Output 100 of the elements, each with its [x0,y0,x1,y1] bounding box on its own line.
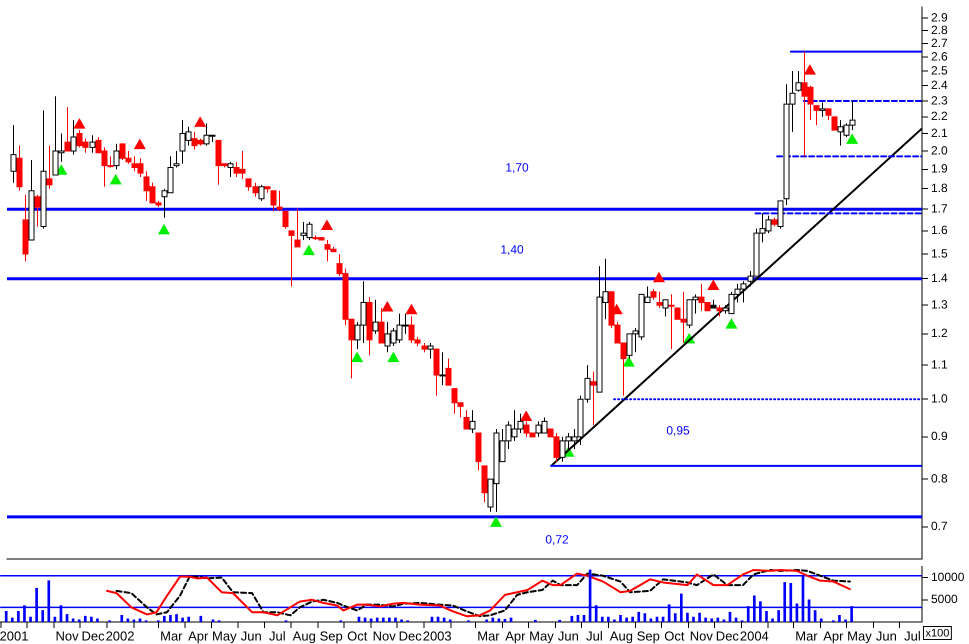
bar [814,610,816,622]
bar [510,618,512,622]
annotation: 1,40 [500,242,524,256]
y-tick-label: 1.3 [931,298,948,312]
y-tick-label: 2.2 [931,109,948,124]
bar [734,618,738,622]
x-tick-label: May [847,628,872,644]
point [520,411,532,422]
x-tick-label: Dec [716,628,740,644]
x-tick-label: 2003 [422,628,452,644]
annotation: 0,95 [666,423,690,438]
bar [844,619,847,622]
bar [728,612,732,622]
x-tick-label: Jun [558,628,579,644]
point [110,174,122,184]
y-tick-label: 2.0 [931,143,948,158]
bar [72,618,74,622]
bar [66,614,68,622]
point [134,139,146,150]
x-tick-label: Mar [795,628,818,644]
bar [200,616,202,622]
bar [504,619,506,622]
y-tick-label: 2.5 [931,63,948,78]
x-tick-label: Jun [240,628,262,644]
y-tick-label: 10000 [931,570,965,584]
bar [430,616,434,622]
bar [777,610,780,622]
x-tick-label: Jul [904,628,921,644]
x-tick-label: Sep [320,628,343,644]
bar [382,618,385,622]
bar [698,612,701,622]
y-tick-label: 2.3 [931,93,948,108]
y-tick-label: 1.0 [931,392,948,406]
y-tick-label: 1.7 [931,202,948,216]
x-tick-label: Jul [268,628,286,644]
bar [491,618,494,622]
bar [78,619,81,622]
y-tick-label: 1.6 [931,223,948,238]
x-tick-label: Apr [505,628,526,644]
bar [163,616,166,622]
bar [388,618,391,622]
y-tick-label: 5000 [931,592,958,606]
bar [394,618,397,622]
bar [838,615,841,622]
y-tick-label: 1.2 [931,326,948,340]
bar [722,619,726,622]
x-tick-label: Mar [477,628,500,644]
bar [485,619,488,622]
bar [436,616,440,622]
point [303,245,315,256]
bar [716,618,720,622]
bar [765,611,768,622]
x-tick-label: 2002 [106,628,134,644]
y-tick-label: 0.7 [931,519,948,534]
point [708,280,719,290]
point [351,352,363,362]
x-tick-label: Nov [55,628,80,644]
point [406,304,418,314]
bar [650,618,652,622]
bar [582,615,586,622]
bar [96,618,99,622]
point [158,224,170,234]
bar [576,615,580,622]
bar [212,619,214,622]
y-tick-label: 1.8 [931,181,948,196]
y-tick-label: 0.9 [931,429,948,444]
bar [126,618,130,622]
bar [358,616,360,622]
y-tick-label: 2.6 [931,49,948,64]
y-tick-label: 2.9 [931,10,948,24]
x-tick-label: Jun [876,628,897,644]
x-tick-label: Dec [82,628,106,644]
point [490,516,502,527]
y-tick-label: 1.1 [931,357,948,372]
annotation: 0,72 [545,532,569,546]
bar [644,613,646,622]
bar [169,615,172,622]
bar [132,619,136,622]
bar [613,619,616,622]
y-tick-label: 1.9 [931,162,948,176]
x-tick-label: Apr [823,628,844,644]
bar [692,616,695,622]
y-tick-label: 2.1 [931,126,948,140]
bar [662,616,664,622]
x-tick-label: Oct [347,628,368,644]
y-tick-label: 1.5 [931,246,948,260]
bar [570,616,574,622]
x-tick-label: Nov [690,628,714,644]
bar [498,618,500,622]
y-tick-label: 2.4 [931,78,948,92]
x-tick-label: 2004 [740,628,769,644]
bar [771,618,774,622]
bar [619,615,622,622]
bar [637,612,640,622]
bar [820,618,823,622]
y-tick-label: 2.7 [931,36,948,50]
x-tick-label: Jul [586,628,603,644]
bar [710,618,714,622]
x-tick-label: 2001 [0,628,28,644]
point [382,302,394,312]
